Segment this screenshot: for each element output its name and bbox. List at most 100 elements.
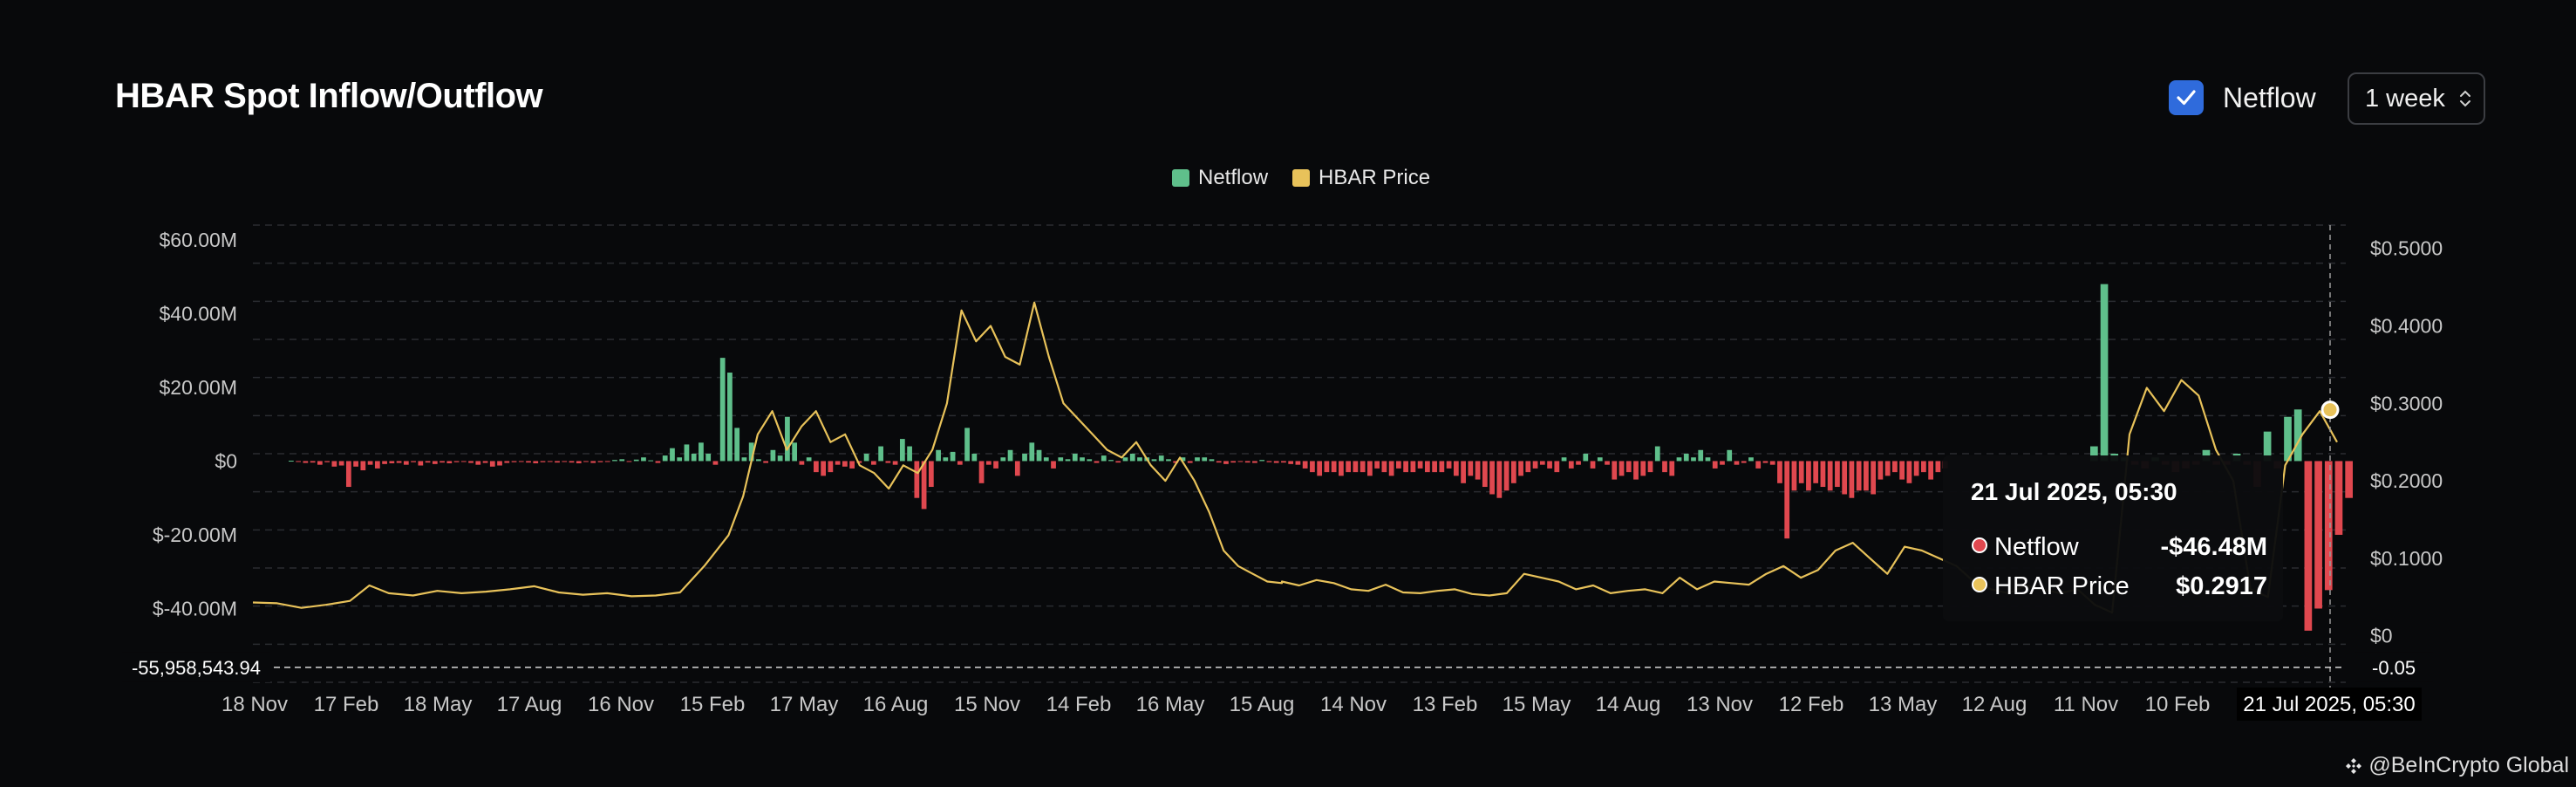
- netflow-bar: [821, 461, 827, 476]
- x-tick-label: 16 Nov: [588, 693, 654, 716]
- netflow-toggle-label: Netflow: [2223, 81, 2316, 113]
- netflow-bar: [389, 461, 395, 463]
- netflow-bar: [1669, 461, 1675, 476]
- netflow-bar: [684, 444, 690, 462]
- netflow-bar: [2293, 409, 2302, 462]
- netflow-bar: [885, 461, 891, 463]
- netflow-bar: [1554, 461, 1560, 473]
- legend-swatch-netflow: [1172, 169, 1189, 187]
- netflow-bar: [835, 461, 841, 465]
- netflow-bar: [806, 457, 812, 462]
- netflow-bar: [1302, 461, 1308, 469]
- netflow-bar: [1798, 461, 1804, 483]
- check-icon: [2177, 90, 2196, 106]
- netflow-bar: [1619, 461, 1625, 476]
- netflow-bar: [748, 442, 754, 462]
- legend-item-price[interactable]: HBAR Price: [1292, 166, 1430, 190]
- tooltip-price-value: $0.2917: [2176, 572, 2267, 600]
- netflow-bar: [928, 461, 934, 488]
- netflow-bar: [1439, 461, 1445, 473]
- netflow-toggle[interactable]: Netflow: [2169, 80, 2316, 115]
- legend-label-price: HBAR Price: [1319, 166, 1431, 189]
- netflow-bar: [353, 461, 358, 467]
- netflow-bar: [1856, 461, 1862, 491]
- netflow-bar: [1129, 454, 1135, 462]
- netflow-bar: [1310, 461, 1315, 473]
- netflow-bar: [619, 459, 625, 462]
- netflow-bar: [1187, 461, 1193, 463]
- netflow-bar: [1216, 461, 1222, 463]
- x-tick-label: 16 May: [1136, 693, 1205, 716]
- netflow-bar: [1496, 461, 1503, 498]
- netflow-bar: [785, 416, 790, 462]
- y-right-tick-label: $0.1000: [2370, 547, 2443, 570]
- netflow-bar: [1806, 461, 1811, 491]
- netflow-bar: [2090, 446, 2098, 462]
- legend-item-netflow[interactable]: Netflow: [1172, 166, 1268, 190]
- y-right-tick-label: $0.4000: [2370, 314, 2443, 337]
- x-tick-label: 17 Aug: [497, 693, 562, 716]
- netflow-bar: [677, 457, 683, 462]
- netflow-bar: [1705, 457, 1711, 462]
- netflow-bar: [1727, 449, 1733, 462]
- netflow-bar: [1417, 461, 1423, 469]
- netflow-bar: [1367, 461, 1373, 476]
- netflow-bar: [1014, 461, 1020, 476]
- netflow-bar: [1065, 459, 1071, 462]
- netflow-bar: [1331, 461, 1337, 473]
- netflow-bar: [655, 461, 661, 463]
- period-select[interactable]: 1 week: [2348, 72, 2485, 125]
- crosshair-left-label-bg: [122, 652, 270, 682]
- netflow-bar: [1769, 461, 1775, 465]
- netflow-bar: [1195, 457, 1200, 462]
- netflow-bar: [612, 460, 617, 462]
- netflow-bar: [1446, 461, 1452, 469]
- netflow-bar: [2304, 461, 2313, 631]
- netflow-bar: [1625, 461, 1632, 473]
- netflow-checkbox[interactable]: [2169, 80, 2204, 115]
- netflow-bar: [1547, 461, 1552, 469]
- netflow-bar: [1381, 461, 1387, 473]
- netflow-bar: [814, 461, 819, 473]
- netflow-bar: [1000, 457, 1006, 462]
- netflow-bar: [1346, 461, 1352, 473]
- netflow-bar: [1410, 461, 1416, 473]
- netflow-bar: [1353, 461, 1359, 473]
- netflow-bar: [418, 461, 424, 466]
- netflow-bar: [576, 461, 582, 463]
- netflow-bar: [741, 457, 747, 462]
- netflow-bar: [2324, 461, 2333, 591]
- netflow-bar: [691, 454, 697, 462]
- netflow-bar: [777, 455, 783, 462]
- x-tick-label: 15 Nov: [954, 693, 1020, 716]
- netflow-bar: [1259, 460, 1265, 462]
- netflow-bar: [1468, 461, 1474, 476]
- netflow-bar: [1051, 461, 1056, 469]
- x-tick-label: 12 Feb: [1779, 693, 1844, 716]
- netflow-bar: [1072, 454, 1078, 462]
- netflow-bar: [719, 358, 726, 462]
- tooltip-price-dot: [1972, 577, 1987, 592]
- netflow-bar: [482, 461, 488, 463]
- y-left-tick-label: $20.00M: [159, 376, 237, 399]
- netflow-bar: [943, 457, 949, 462]
- netflow-bar: [828, 461, 834, 473]
- netflow-bar: [1928, 461, 1934, 480]
- netflow-bar: [1503, 461, 1509, 491]
- netflow-bar: [1906, 461, 1912, 483]
- x-tick-label: 14 Aug: [1596, 693, 1661, 716]
- netflow-bar: [1158, 455, 1164, 462]
- chart-legend: Netflow HBAR Price: [1172, 166, 1430, 190]
- netflow-bar: [863, 454, 869, 462]
- netflow-bar: [1734, 461, 1740, 465]
- netflow-bar: [936, 449, 941, 462]
- netflow-bar: [338, 461, 344, 466]
- netflow-bar: [440, 461, 445, 463]
- netflow-bar: [670, 448, 675, 462]
- netflow-bar: [2314, 461, 2322, 609]
- netflow-bar: [2284, 416, 2292, 462]
- y-right-tick-label: $0.5000: [2370, 237, 2443, 260]
- x-tick-label: 13 May: [1869, 693, 1938, 716]
- netflow-bar: [712, 461, 719, 465]
